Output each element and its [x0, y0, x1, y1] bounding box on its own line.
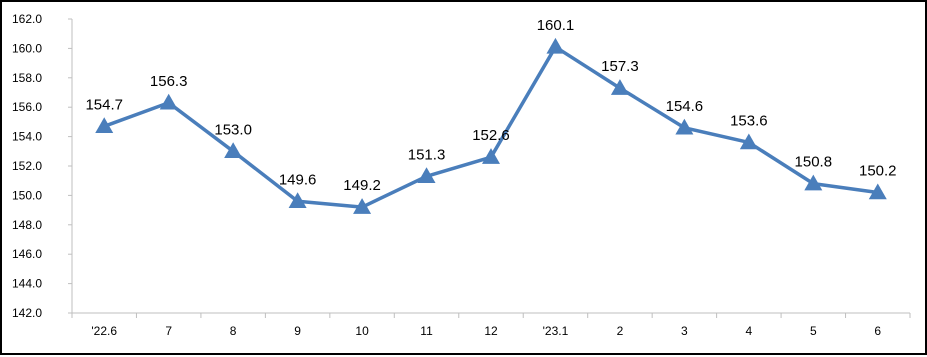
x-tick-label: 2: [617, 324, 624, 338]
data-point-marker: [868, 183, 887, 200]
data-point-marker: [159, 93, 178, 110]
x-tick-label: 11: [420, 324, 433, 338]
y-tick-label: 158.0: [12, 71, 42, 85]
axes: [68, 18, 911, 318]
y-tick-label: 162.0: [12, 12, 42, 26]
x-tick-label: '22.6: [91, 324, 117, 338]
x-tick-label: 12: [484, 324, 498, 338]
data-point-marker: [482, 148, 500, 164]
data-point-marker: [417, 167, 436, 184]
data-label: 154.7: [85, 96, 123, 113]
data-label: 157.3: [601, 58, 639, 75]
x-tick-label: 9: [294, 324, 301, 338]
y-tick-label: 160.0: [12, 41, 42, 55]
data-label: 156.3: [150, 73, 188, 90]
x-tick-label: 7: [165, 324, 172, 338]
series-markers: [95, 37, 887, 214]
data-point-marker: [739, 133, 758, 150]
x-tick-label: 8: [230, 324, 237, 338]
y-tick-label: 142.0: [12, 306, 42, 320]
x-tick-label: '23.1: [543, 324, 569, 338]
data-point-marker: [95, 117, 114, 134]
data-point-marker: [353, 198, 372, 214]
data-point-marker: [288, 192, 307, 209]
x-tick-label: 5: [810, 324, 817, 338]
y-tick-label: 146.0: [12, 247, 42, 261]
data-point-marker: [546, 37, 565, 54]
data-label: 153.6: [730, 112, 768, 129]
y-tick-labels: 142.0 144.0 146.0 148.0 150.0 152.0 154.0 156.0…: [12, 12, 42, 320]
data-label: 153.0: [214, 121, 252, 138]
data-label: 154.6: [666, 98, 704, 115]
x-tick-label: 10: [355, 324, 369, 338]
y-tick-label: 156.0: [12, 100, 42, 114]
y-tick-label: 154.0: [12, 130, 42, 144]
data-point-marker: [675, 118, 694, 135]
data-label: 150.2: [859, 162, 897, 179]
x-tick-labels: '22.6 7 8 9 10 11 12 '23.1 2 3 4 5 6: [91, 324, 881, 338]
data-labels: 154.7 156.3 153.0 149.6 149.2 151.3 152.6 160.1…: [85, 17, 896, 194]
y-tick-label: 148.0: [12, 218, 42, 232]
x-tick-label: 6: [874, 324, 881, 338]
data-point-marker: [610, 79, 629, 95]
y-tick-label: 150.0: [12, 188, 42, 202]
data-label: 149.2: [343, 177, 381, 194]
y-tick-label: 144.0: [12, 277, 42, 291]
data-label: 149.6: [279, 171, 317, 188]
x-tick-label: 3: [681, 324, 688, 338]
data-label: 151.3: [408, 146, 446, 163]
data-label: 150.8: [795, 154, 833, 171]
data-label: 152.6: [472, 127, 510, 144]
y-tick-label: 152.0: [12, 159, 42, 173]
x-tick-label: 4: [746, 324, 753, 338]
data-point-marker: [224, 142, 243, 159]
data-label: 160.1: [537, 17, 575, 34]
data-point-marker: [804, 174, 823, 191]
